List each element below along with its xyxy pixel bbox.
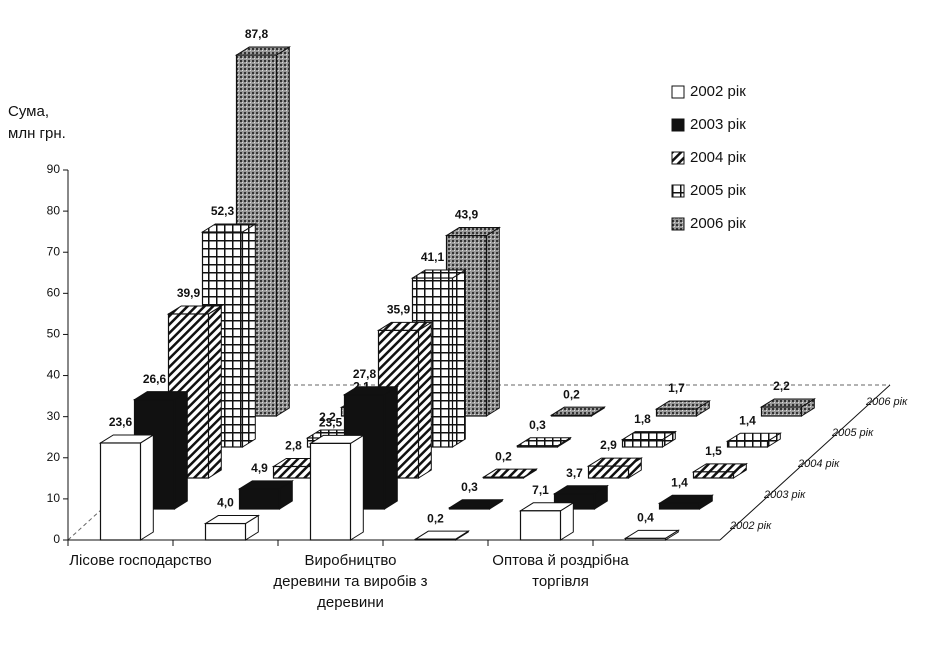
bar <box>624 537 667 541</box>
value-label: 7,1 <box>532 483 549 497</box>
value-label: 0,3 <box>529 418 546 432</box>
value-label: 0,2 <box>495 449 512 463</box>
y-tick-label: 90 <box>47 162 61 176</box>
value-label: 23,6 <box>109 415 133 429</box>
value-label: 87,8 <box>245 27 269 41</box>
value-label: 4,0 <box>217 496 234 510</box>
value-label: 4,9 <box>251 461 268 475</box>
value-label: 0,4 <box>637 511 654 525</box>
legend-label: 2002 рік <box>690 83 746 100</box>
legend-label: 2003 рік <box>690 116 746 133</box>
y-tick-label: 70 <box>47 244 61 258</box>
y-tick-label: 0 <box>53 532 60 546</box>
bar <box>519 510 562 541</box>
legend-swatch <box>671 118 685 132</box>
value-label: 27,8 <box>353 367 377 381</box>
bar <box>309 442 352 541</box>
legend-swatch <box>671 151 685 165</box>
bar <box>414 538 457 541</box>
value-label: 2,2 <box>319 410 336 424</box>
legend-swatch <box>671 85 685 99</box>
bar <box>658 502 701 510</box>
bar <box>272 465 315 479</box>
value-label: 1,5 <box>705 444 722 458</box>
bar-top <box>515 437 573 447</box>
bar-side <box>174 390 188 510</box>
value-label: 1,4 <box>671 475 688 489</box>
bar-top <box>481 468 539 478</box>
bar-side <box>242 223 256 448</box>
bar-side <box>140 434 154 541</box>
bar-side <box>276 46 290 417</box>
bar <box>655 408 698 417</box>
depth-label: 2005 рік <box>831 427 874 439</box>
value-label: 23,5 <box>319 416 343 430</box>
depth-label: 2002 рік <box>729 520 772 532</box>
value-label: 1,8 <box>634 412 651 426</box>
value-label: 2,2 <box>773 379 790 393</box>
bar <box>448 507 491 510</box>
depth-label: 2003 рік <box>763 489 806 501</box>
value-label: 2,8 <box>285 439 302 453</box>
depth-label: 2006 рік <box>865 396 908 408</box>
bar <box>516 445 559 448</box>
x-tick-label: Лісове господарство <box>69 552 212 569</box>
depth-label: 2004 рік <box>797 458 840 470</box>
bar-side <box>350 434 364 541</box>
bar <box>204 522 247 541</box>
bar-top <box>413 530 471 540</box>
bar <box>692 471 735 479</box>
y-tick-label: 40 <box>47 368 61 382</box>
bar-side <box>208 305 222 479</box>
bar <box>238 488 281 510</box>
value-label: 3,7 <box>566 466 583 480</box>
value-label: 0,3 <box>461 480 478 494</box>
bar-side <box>486 226 500 417</box>
bar <box>550 414 593 417</box>
bar <box>99 442 142 541</box>
y-tick-label: 10 <box>47 491 61 505</box>
x-tick-label: Оптова й роздрібна торгівля <box>492 552 629 590</box>
legend-label: 2005 рік <box>690 182 746 199</box>
bar-side <box>418 321 432 479</box>
bar <box>760 406 803 417</box>
legend-label: 2004 рік <box>690 149 746 166</box>
bar-side <box>452 269 466 448</box>
value-label: 0,2 <box>427 511 444 525</box>
bar-top <box>447 499 505 509</box>
value-label: 26,6 <box>143 372 167 386</box>
value-label: 43,9 <box>455 208 479 222</box>
bar <box>587 465 630 479</box>
bar-side <box>384 385 398 510</box>
y-tick-label: 80 <box>47 203 61 217</box>
bar <box>482 476 525 479</box>
value-label: 41,1 <box>421 250 445 264</box>
bar-top <box>549 406 607 416</box>
legend-label: 2006 рік <box>690 215 746 232</box>
y-tick-label: 50 <box>47 327 61 341</box>
y-axis-label: Сума, <box>8 103 49 120</box>
bar <box>621 439 664 448</box>
value-label: 52,3 <box>211 204 235 218</box>
y-axis-label: млн грн. <box>8 125 66 142</box>
value-label: 1,4 <box>739 413 756 427</box>
value-label: 2,9 <box>600 438 617 452</box>
legend-swatch <box>671 217 685 231</box>
legend-swatch <box>671 184 685 198</box>
bar <box>726 440 769 448</box>
value-label: 35,9 <box>387 303 411 317</box>
value-label: 0,2 <box>563 387 580 401</box>
value-label: 1,7 <box>668 381 685 395</box>
y-tick-label: 60 <box>47 286 61 300</box>
y-tick-label: 30 <box>47 409 61 423</box>
x-tick-label: Виробництво деревини та виробів з дереви… <box>273 552 428 611</box>
value-label: 39,9 <box>177 286 201 300</box>
y-tick-label: 20 <box>47 450 61 464</box>
